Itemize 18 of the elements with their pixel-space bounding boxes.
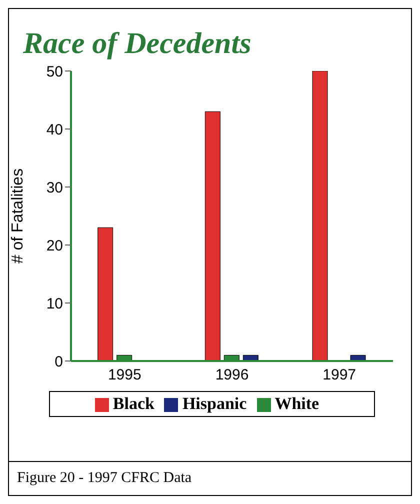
- y-tick-label: 10: [46, 295, 63, 312]
- y-tick-label: 0: [54, 353, 63, 370]
- y-axis-title: # of Fatalities: [10, 168, 27, 264]
- bar: [204, 111, 220, 361]
- legend-label: Black: [112, 394, 154, 413]
- legend-label: Hispanic: [182, 394, 247, 413]
- y-tick-label: 40: [46, 121, 63, 138]
- x-tick-label: 1997: [322, 366, 356, 384]
- y-tick-label: 50: [46, 63, 63, 80]
- x-tick-label: 1996: [215, 366, 249, 384]
- bar: [98, 227, 114, 361]
- caption: Figure 20 - 1997 CFRC Data: [9, 461, 411, 495]
- chart-title: Race of Decedents: [22, 26, 252, 61]
- y-tick-label: 30: [46, 179, 63, 196]
- x-tick-label: 1995: [108, 366, 142, 384]
- legend-label: White: [274, 394, 320, 413]
- y-tick-label: 20: [46, 237, 63, 254]
- bar: [312, 71, 328, 361]
